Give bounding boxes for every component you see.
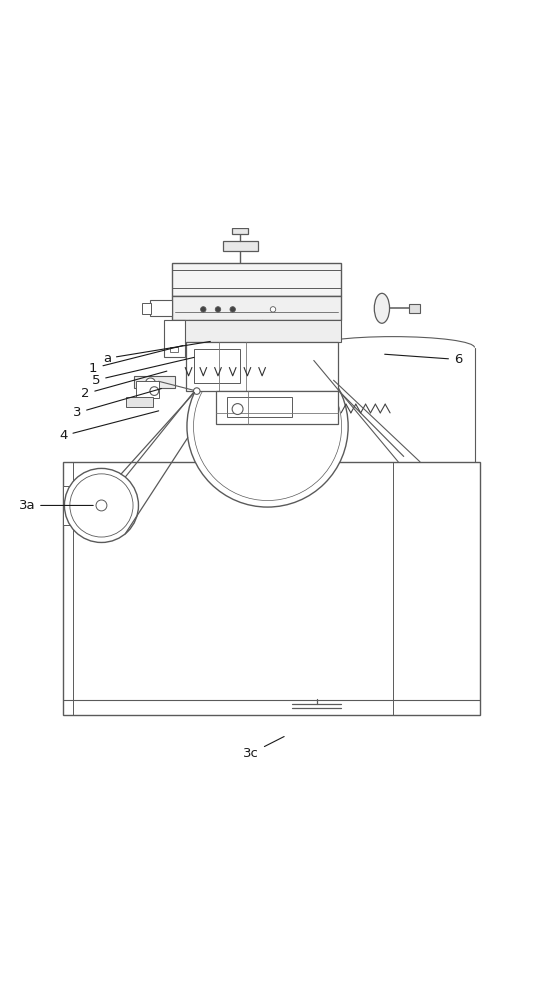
Bar — [169, 347, 177, 352]
Text: 3c: 3c — [244, 737, 284, 760]
Bar — [164, 320, 185, 357]
Circle shape — [64, 468, 139, 542]
Bar — [205, 459, 276, 465]
Circle shape — [96, 500, 107, 511]
Circle shape — [146, 378, 156, 388]
Circle shape — [193, 352, 342, 501]
Text: 3: 3 — [73, 389, 162, 419]
Bar — [72, 499, 79, 512]
Text: 5: 5 — [92, 357, 194, 387]
Bar — [63, 462, 480, 715]
Bar — [223, 241, 258, 251]
Circle shape — [262, 362, 273, 373]
Bar — [216, 391, 339, 424]
Bar — [227, 397, 292, 417]
Bar — [151, 300, 172, 316]
Bar — [409, 304, 420, 313]
Bar — [172, 296, 341, 320]
Bar — [194, 349, 240, 383]
Circle shape — [70, 474, 133, 537]
Circle shape — [230, 307, 235, 312]
Circle shape — [215, 307, 221, 312]
Text: 1: 1 — [89, 345, 183, 375]
Bar — [232, 228, 248, 234]
Bar — [126, 397, 153, 407]
Circle shape — [187, 346, 348, 507]
Bar — [216, 424, 268, 462]
Text: 4: 4 — [59, 411, 159, 442]
Text: 6: 6 — [385, 353, 462, 366]
Bar — [136, 381, 159, 398]
Bar — [172, 263, 341, 296]
Text: a: a — [103, 341, 210, 365]
Bar — [172, 320, 341, 342]
Circle shape — [232, 404, 243, 414]
Bar — [63, 486, 72, 525]
Ellipse shape — [375, 293, 389, 323]
Bar — [134, 376, 175, 388]
Circle shape — [193, 388, 200, 394]
Circle shape — [150, 387, 159, 395]
Circle shape — [200, 307, 206, 312]
Bar — [143, 303, 151, 314]
Circle shape — [270, 307, 276, 312]
Text: 2: 2 — [81, 371, 167, 400]
Text: 3a: 3a — [19, 499, 93, 512]
Bar — [186, 342, 339, 391]
